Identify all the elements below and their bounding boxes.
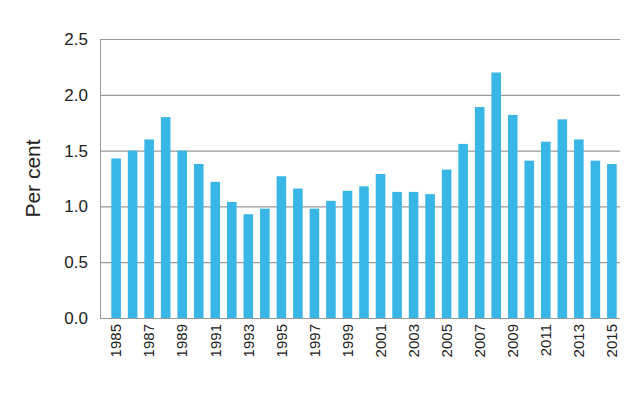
x-tick-label: 1987 [140, 324, 157, 357]
x-tick-label: 2003 [405, 324, 422, 357]
x-tick: 1991 [207, 318, 224, 357]
x-tick: 2001 [372, 318, 389, 357]
bar [591, 161, 601, 318]
grid-line [100, 318, 620, 319]
y-tick-label: 2.5 [64, 30, 88, 49]
bar [409, 192, 419, 318]
y-tick-label: 1.0 [64, 197, 88, 216]
y-tick-label: 2.0 [64, 86, 88, 105]
x-tick: 1985 [107, 318, 124, 357]
bar [458, 144, 468, 318]
bar [607, 164, 617, 318]
x-tick-label: 1989 [173, 324, 190, 357]
bar [326, 201, 336, 318]
x-tick-label: 1985 [107, 324, 124, 357]
x-tick-label: 2011 [537, 324, 554, 356]
y-tick-label: 0.5 [64, 253, 88, 272]
bar [111, 158, 121, 318]
x-axis: 1985 1987 1989 1991 1993 1995 1997 1999 2001 2003… [107, 318, 620, 357]
bar [574, 139, 584, 318]
bar [244, 214, 254, 318]
bar [508, 115, 518, 318]
bar [227, 202, 237, 318]
x-tick-label: 2013 [570, 324, 587, 357]
x-tick: 2011 [537, 318, 554, 356]
x-tick: 2007 [471, 318, 488, 357]
x-tick: 1989 [173, 318, 190, 357]
y-axis: 0.0 0.5 1.0 1.5 2.0 2.5 [64, 30, 620, 328]
x-tick: 1995 [273, 318, 290, 357]
x-tick-label: 2001 [372, 324, 389, 357]
bar [128, 151, 138, 318]
y-tick-label: 0.0 [64, 309, 88, 328]
bar [376, 174, 386, 318]
y-tick: 2.0 [64, 86, 620, 105]
y-tick: 2.5 [64, 30, 620, 49]
grid-line [100, 95, 620, 96]
x-tick-label: 2015 [603, 324, 620, 357]
x-tick: 2013 [570, 318, 587, 357]
y-tick-label: 1.5 [64, 142, 88, 161]
bar [310, 209, 320, 318]
bar [210, 182, 220, 318]
bar [194, 164, 204, 318]
bar [524, 161, 534, 318]
x-tick: 2009 [504, 318, 521, 357]
bar [260, 209, 270, 318]
bars [111, 72, 616, 318]
bar [392, 192, 402, 318]
x-tick: 1993 [240, 318, 257, 357]
bar [558, 119, 568, 318]
bar [359, 186, 369, 318]
bar [161, 117, 171, 318]
chart: 0.00.51.01.52.02.51985198719891991199319… [0, 0, 640, 395]
x-tick-label: 1995 [273, 324, 290, 357]
x-tick: 2015 [603, 318, 620, 357]
bar [144, 139, 154, 318]
x-tick-label: 1997 [306, 324, 323, 357]
x-tick: 2005 [438, 318, 455, 357]
x-tick-label: 2005 [438, 324, 455, 357]
y-axis-title: Per cent [21, 139, 44, 217]
y-axis-line [100, 40, 101, 319]
bar [177, 151, 187, 318]
x-tick-label: 2009 [504, 324, 521, 357]
bar [541, 142, 551, 318]
x-tick: 1999 [339, 318, 356, 357]
x-tick-label: 2007 [471, 324, 488, 357]
x-tick: 1997 [306, 318, 323, 357]
x-tick: 2003 [405, 318, 422, 357]
bar [491, 72, 501, 318]
bar [425, 194, 435, 318]
x-tick-label: 1999 [339, 324, 356, 357]
grid-line [100, 39, 620, 40]
bar [343, 191, 353, 318]
bar [475, 107, 485, 318]
bar [442, 170, 452, 318]
x-tick-label: 1991 [207, 324, 224, 357]
x-tick: 1987 [140, 318, 157, 357]
bar [277, 176, 287, 318]
x-axis-line [109, 318, 621, 319]
x-tick-label: 1993 [240, 324, 257, 357]
bar [293, 189, 303, 318]
